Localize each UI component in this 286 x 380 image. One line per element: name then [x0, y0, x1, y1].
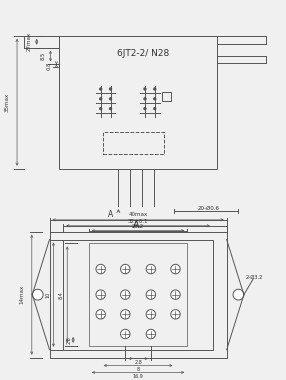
Circle shape — [144, 98, 146, 100]
Bar — [59, 36, 217, 169]
Text: 6JT2-2/ N28: 6JT2-2/ N28 — [117, 49, 169, 58]
Circle shape — [171, 310, 180, 319]
Circle shape — [144, 108, 146, 110]
Text: 14max: 14max — [19, 285, 25, 304]
Text: 8.5: 8.5 — [41, 51, 46, 60]
Circle shape — [121, 329, 130, 339]
Text: 27max: 27max — [26, 32, 31, 51]
Circle shape — [100, 88, 102, 90]
Text: 2-Ø3.2: 2-Ø3.2 — [246, 274, 263, 279]
Text: 40max: 40max — [128, 212, 148, 217]
Circle shape — [146, 329, 156, 339]
Text: 8: 8 — [136, 367, 140, 372]
Text: 10: 10 — [45, 291, 50, 298]
Circle shape — [121, 290, 130, 299]
Text: A: A — [108, 211, 113, 219]
Circle shape — [121, 310, 130, 319]
Text: 2.8: 2.8 — [67, 336, 72, 344]
Circle shape — [154, 98, 156, 100]
Circle shape — [96, 264, 106, 274]
Text: 0.8: 0.8 — [47, 61, 52, 70]
Circle shape — [109, 98, 112, 100]
Circle shape — [146, 264, 156, 274]
Circle shape — [121, 264, 130, 274]
Text: 23.2: 23.2 — [132, 224, 144, 229]
Circle shape — [109, 108, 112, 110]
Text: 35max: 35max — [5, 93, 10, 112]
Circle shape — [96, 310, 106, 319]
Circle shape — [146, 310, 156, 319]
Bar — [63, 239, 213, 350]
Circle shape — [154, 88, 156, 90]
Circle shape — [171, 290, 180, 299]
Text: A: A — [133, 220, 139, 230]
Circle shape — [171, 264, 180, 274]
Text: 32±0.1: 32±0.1 — [128, 219, 148, 224]
Text: 16.9: 16.9 — [133, 374, 144, 379]
Text: 20-Ø0.6: 20-Ø0.6 — [198, 206, 220, 211]
Circle shape — [144, 88, 146, 90]
Text: 8.4: 8.4 — [59, 291, 64, 299]
Circle shape — [96, 290, 106, 299]
Circle shape — [100, 98, 102, 100]
Circle shape — [32, 289, 43, 300]
Circle shape — [233, 289, 244, 300]
Circle shape — [100, 108, 102, 110]
Bar — [89, 244, 187, 346]
Bar — [49, 232, 227, 358]
Circle shape — [154, 108, 156, 110]
Circle shape — [109, 88, 112, 90]
Bar — [162, 92, 170, 101]
Text: 2.8: 2.8 — [134, 360, 142, 365]
Circle shape — [146, 290, 156, 299]
Bar — [103, 132, 164, 154]
